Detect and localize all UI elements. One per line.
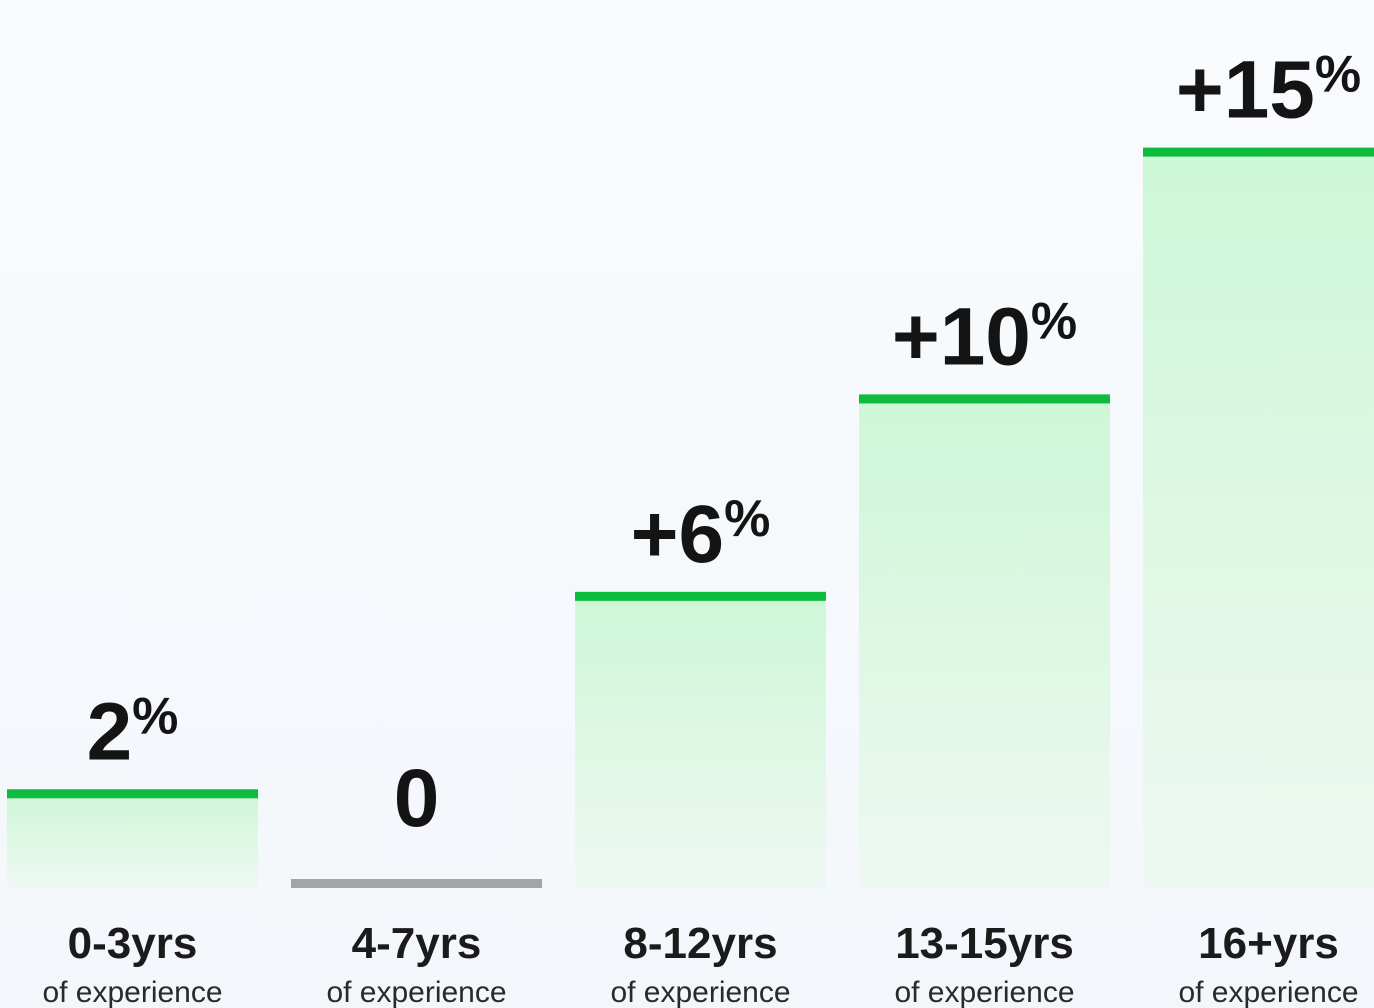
category-sublabel-16-yrs: of experience xyxy=(1178,976,1358,1008)
category-label-4-7yrs: 4-7yrs xyxy=(352,919,482,968)
bar-16-yrs xyxy=(1143,147,1374,889)
category-sublabel-0-3yrs: of experience xyxy=(42,976,222,1008)
value-label-13-15yrs: +10% xyxy=(892,291,1077,382)
category-label-16-yrs: 16+yrs xyxy=(1198,919,1339,968)
bar-top-line-13-15yrs xyxy=(859,394,1110,404)
value-label-0-3yrs: 2% xyxy=(87,686,179,777)
category-sublabel-8-12yrs: of experience xyxy=(610,976,790,1008)
value-label-8-12yrs: +6% xyxy=(631,489,771,580)
bar-0-3yrs xyxy=(7,789,258,888)
value-label-4-7yrs: 0 xyxy=(394,753,440,844)
bar-top-line-8-12yrs xyxy=(575,591,826,601)
bars-layer xyxy=(7,147,1374,889)
value-label-16-yrs: +15% xyxy=(1176,45,1361,136)
bar-top-line-0-3yrs xyxy=(7,789,258,799)
category-sublabel-13-15yrs: of experience xyxy=(894,976,1074,1008)
bar-8-12yrs xyxy=(575,591,826,888)
category-sublabel-4-7yrs: of experience xyxy=(326,976,506,1008)
bar-zero-line-4-7yrs xyxy=(291,879,542,888)
category-label-0-3yrs: 0-3yrs xyxy=(68,919,198,968)
category-label-13-15yrs: 13-15yrs xyxy=(895,919,1074,968)
labels-layer: 2% 0-3yrs of experience 0 4-7yrs of experienc… xyxy=(42,45,1361,1008)
bar-top-line-16-yrs xyxy=(1143,147,1374,157)
bar-13-15yrs xyxy=(859,394,1110,888)
category-label-8-12yrs: 8-12yrs xyxy=(623,919,777,968)
